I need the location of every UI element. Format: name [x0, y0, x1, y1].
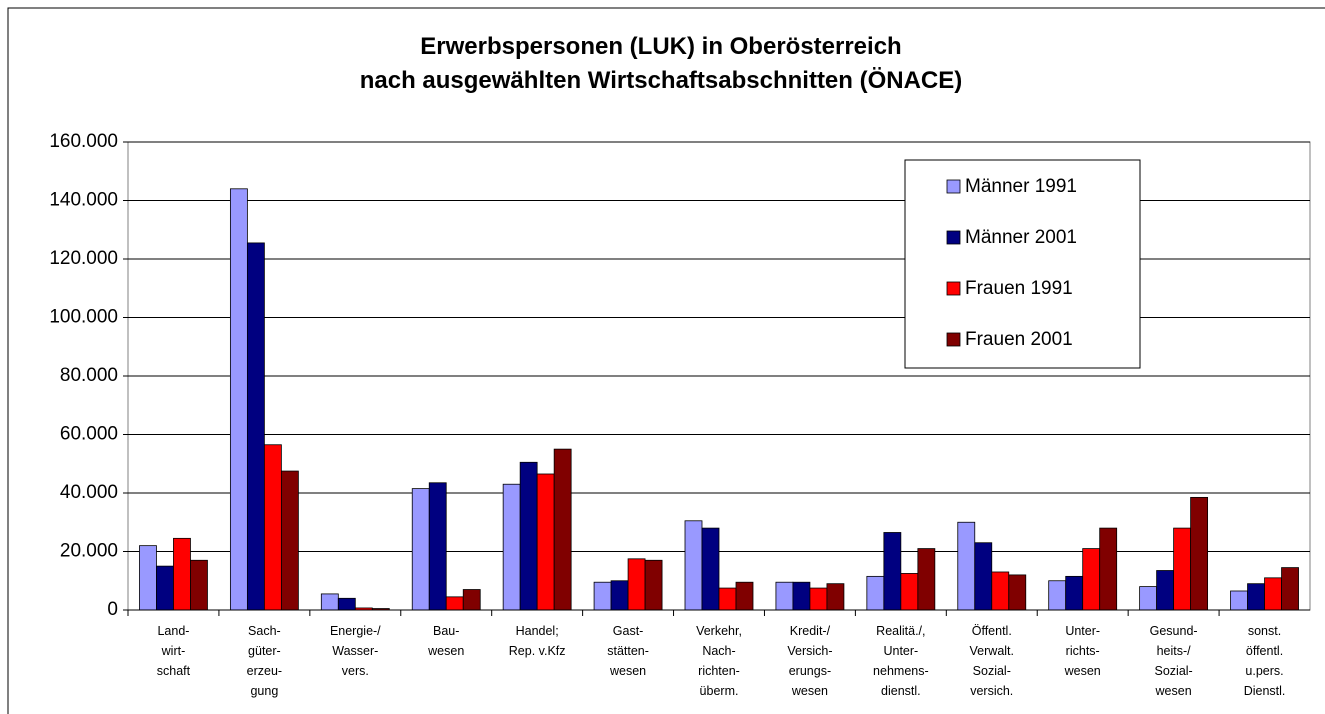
bar [826, 583, 845, 611]
y-tick-label: 20.000 [60, 541, 118, 562]
bar [957, 521, 976, 611]
x-tick-label: Land-wirt-schaft [157, 624, 191, 678]
bar [337, 597, 356, 611]
x-tick-label: Sach-güter-erzeu-gung [247, 624, 282, 698]
chart-border [7, 7, 1325, 714]
legend-swatch [946, 179, 961, 194]
x-tick-label: Gast-stätten-wesen [607, 624, 649, 678]
bar [792, 581, 811, 611]
bar [411, 488, 430, 611]
bar [1281, 567, 1299, 611]
bar [1264, 577, 1282, 611]
bar [502, 483, 521, 611]
y-tick-label: 100.000 [49, 307, 118, 328]
bar [1082, 548, 1101, 611]
bar [536, 473, 555, 611]
bar [593, 581, 612, 611]
x-tick-label: Bau-wesen [427, 624, 464, 658]
bar [701, 527, 720, 611]
bar [627, 558, 646, 611]
bar [139, 545, 157, 611]
legend-swatch [946, 332, 961, 347]
y-tick-label: 140.000 [49, 190, 118, 211]
bar [1048, 580, 1067, 611]
legend-label: Frauen 2001 [965, 329, 1073, 350]
bar [320, 593, 339, 611]
bar [883, 532, 902, 611]
bar [1139, 586, 1158, 611]
bar [462, 589, 481, 611]
y-tick-label: 0 [107, 599, 118, 620]
x-tick-label: Kredit-/Versich-erungs-wesen [787, 624, 832, 698]
x-tick-label: Unter-richts-wesen [1064, 624, 1101, 678]
y-tick-label: 120.000 [49, 248, 118, 269]
x-tick-label: Gesund-heits-/Sozial-wesen [1150, 624, 1198, 698]
bar [1099, 527, 1118, 611]
bar [809, 587, 828, 611]
bar [775, 581, 794, 611]
bar [280, 470, 299, 611]
x-tick-label: Verkehr, Nach-richten-überm. [696, 624, 742, 698]
bar [156, 565, 174, 611]
bar [1173, 527, 1192, 611]
bar [1156, 570, 1175, 611]
bar [991, 571, 1010, 611]
bar [1247, 583, 1265, 611]
x-tick-label: Realitä./, Unter-nehmens-dienstl. [873, 624, 929, 698]
y-tick-label: 80.000 [60, 365, 118, 386]
bar [735, 581, 754, 611]
bar [900, 573, 919, 611]
bar [684, 520, 703, 611]
y-tick-label: 160.000 [49, 131, 118, 152]
legend-label: Männer 2001 [965, 227, 1077, 248]
bar [718, 587, 737, 611]
chart-title: Erwerbspersonen (LUK) in Oberösterreich n… [360, 33, 963, 94]
bar [1230, 590, 1248, 611]
bar [519, 461, 538, 611]
bar [610, 580, 629, 611]
bar [1008, 574, 1027, 611]
bar [428, 482, 447, 611]
legend-box [904, 159, 1141, 369]
bar [644, 559, 663, 611]
bar [553, 448, 572, 611]
x-tick-label: Handel; Rep. v.Kfz [509, 624, 566, 658]
bar [263, 444, 282, 611]
bar [445, 596, 464, 611]
bar [974, 542, 993, 611]
bar [173, 537, 191, 611]
x-tick-label: Energie-/Wasser-vers. [330, 624, 381, 678]
bar [917, 548, 936, 611]
bar [1065, 575, 1084, 611]
x-tick-label: sonst. öffentl. u.pers. Dienstl. [1244, 624, 1286, 698]
bar [866, 575, 885, 611]
bar [246, 242, 265, 611]
legend-swatch [946, 281, 961, 296]
bar [229, 188, 248, 611]
bar [1190, 496, 1209, 611]
y-tick-label: 60.000 [60, 424, 118, 445]
legend-swatch [946, 230, 961, 245]
legend-label: Frauen 1991 [965, 278, 1073, 299]
legend-label: Männer 1991 [965, 176, 1077, 197]
bar [190, 559, 208, 611]
x-tick-label: Öffentl. Verwalt. Sozial-versich. [970, 624, 1014, 698]
y-tick-label: 40.000 [60, 482, 118, 503]
